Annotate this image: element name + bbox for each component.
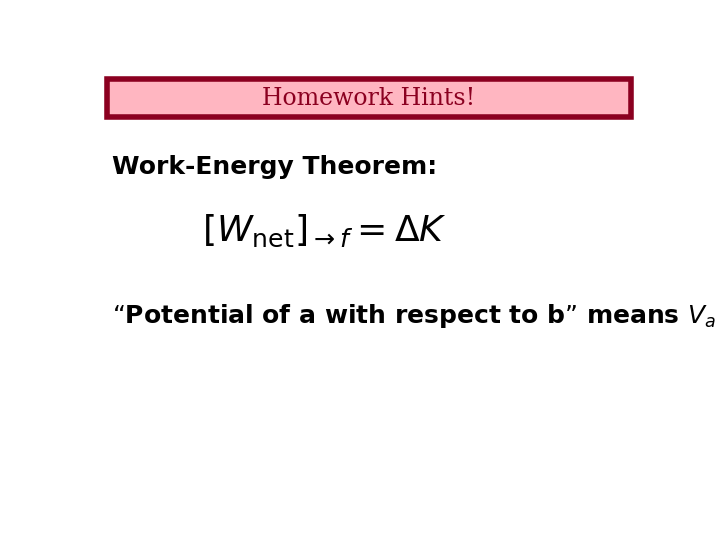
Text: $\left[W_{\mathrm{net}}\right]_{\rightarrow f} = \Delta K$: $\left[W_{\mathrm{net}}\right]_{\rightar… [202,213,447,249]
Text: Homework Hints!: Homework Hints! [262,86,476,110]
Text: Work-Energy Theorem:: Work-Energy Theorem: [112,154,438,179]
Text: “Potential of a with respect to b” means $V_a$ - $V_b$: “Potential of a with respect to b” means… [112,302,720,330]
FancyBboxPatch shape [107,79,631,117]
